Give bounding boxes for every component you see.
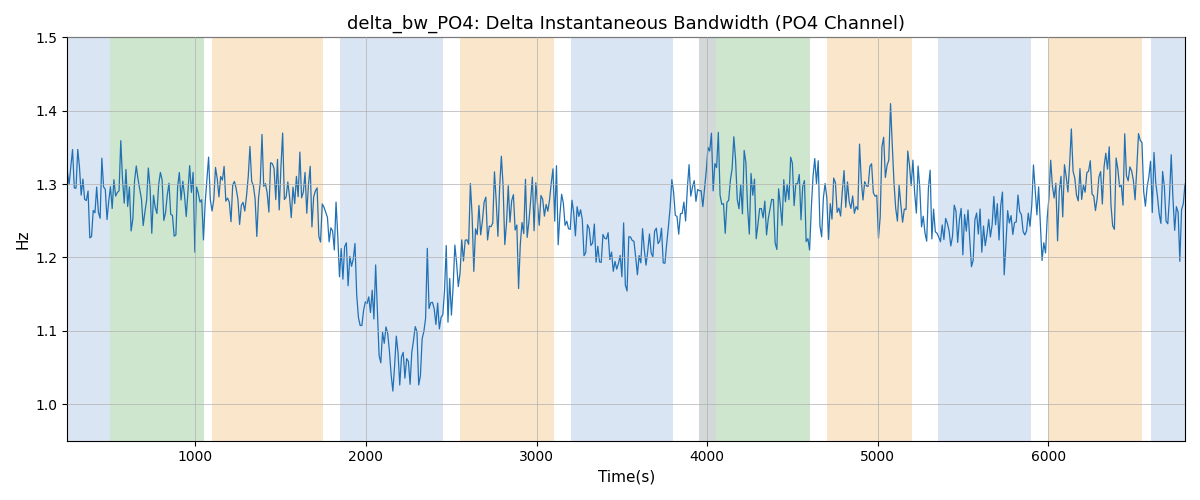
Y-axis label: Hz: Hz <box>16 230 30 249</box>
Bar <box>1151 38 1186 440</box>
Bar <box>460 38 553 440</box>
Bar <box>67 38 110 440</box>
Title: delta_bw_PO4: Delta Instantaneous Bandwidth (PO4 Channel): delta_bw_PO4: Delta Instantaneous Bandwi… <box>347 15 905 34</box>
Bar <box>341 38 443 440</box>
X-axis label: Time(s): Time(s) <box>598 470 655 485</box>
Bar <box>715 38 810 440</box>
Bar <box>571 38 673 440</box>
Bar <box>1049 38 1142 440</box>
Bar <box>937 38 1032 440</box>
Bar <box>110 38 204 440</box>
Bar <box>698 38 715 440</box>
Bar <box>212 38 323 440</box>
Bar <box>827 38 912 440</box>
